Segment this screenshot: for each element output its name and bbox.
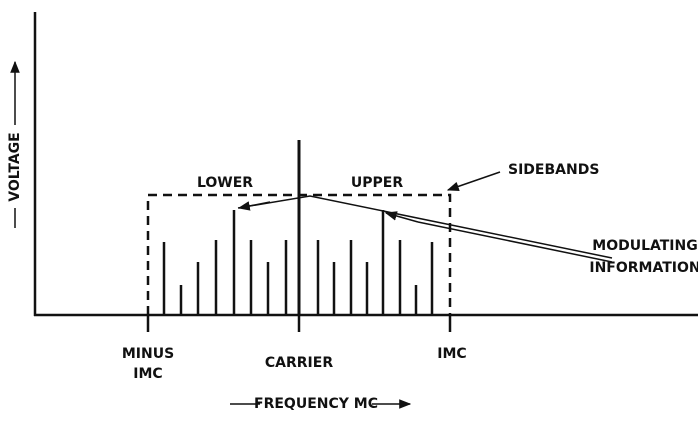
carrier-label: CARRIER (265, 355, 333, 371)
spectral-lines (162, 140, 434, 315)
minus-label: IMC (133, 366, 162, 382)
lower-label: LOWER (197, 175, 253, 191)
y-axis-label: VOLTAGE (7, 132, 23, 201)
sidebands-label: SIDEBANDS (508, 162, 599, 178)
upper-label: UPPER (351, 175, 403, 191)
modulating-label: INFORMATION (589, 260, 698, 276)
minus-label: MINUS (122, 346, 174, 362)
pointers (10, 60, 613, 409)
modulating-label: MODULATING (592, 238, 697, 254)
plus-label: IMC (437, 346, 466, 362)
x-axis-label: FREQUENCY MC (254, 396, 378, 412)
ticks (146, 315, 452, 332)
